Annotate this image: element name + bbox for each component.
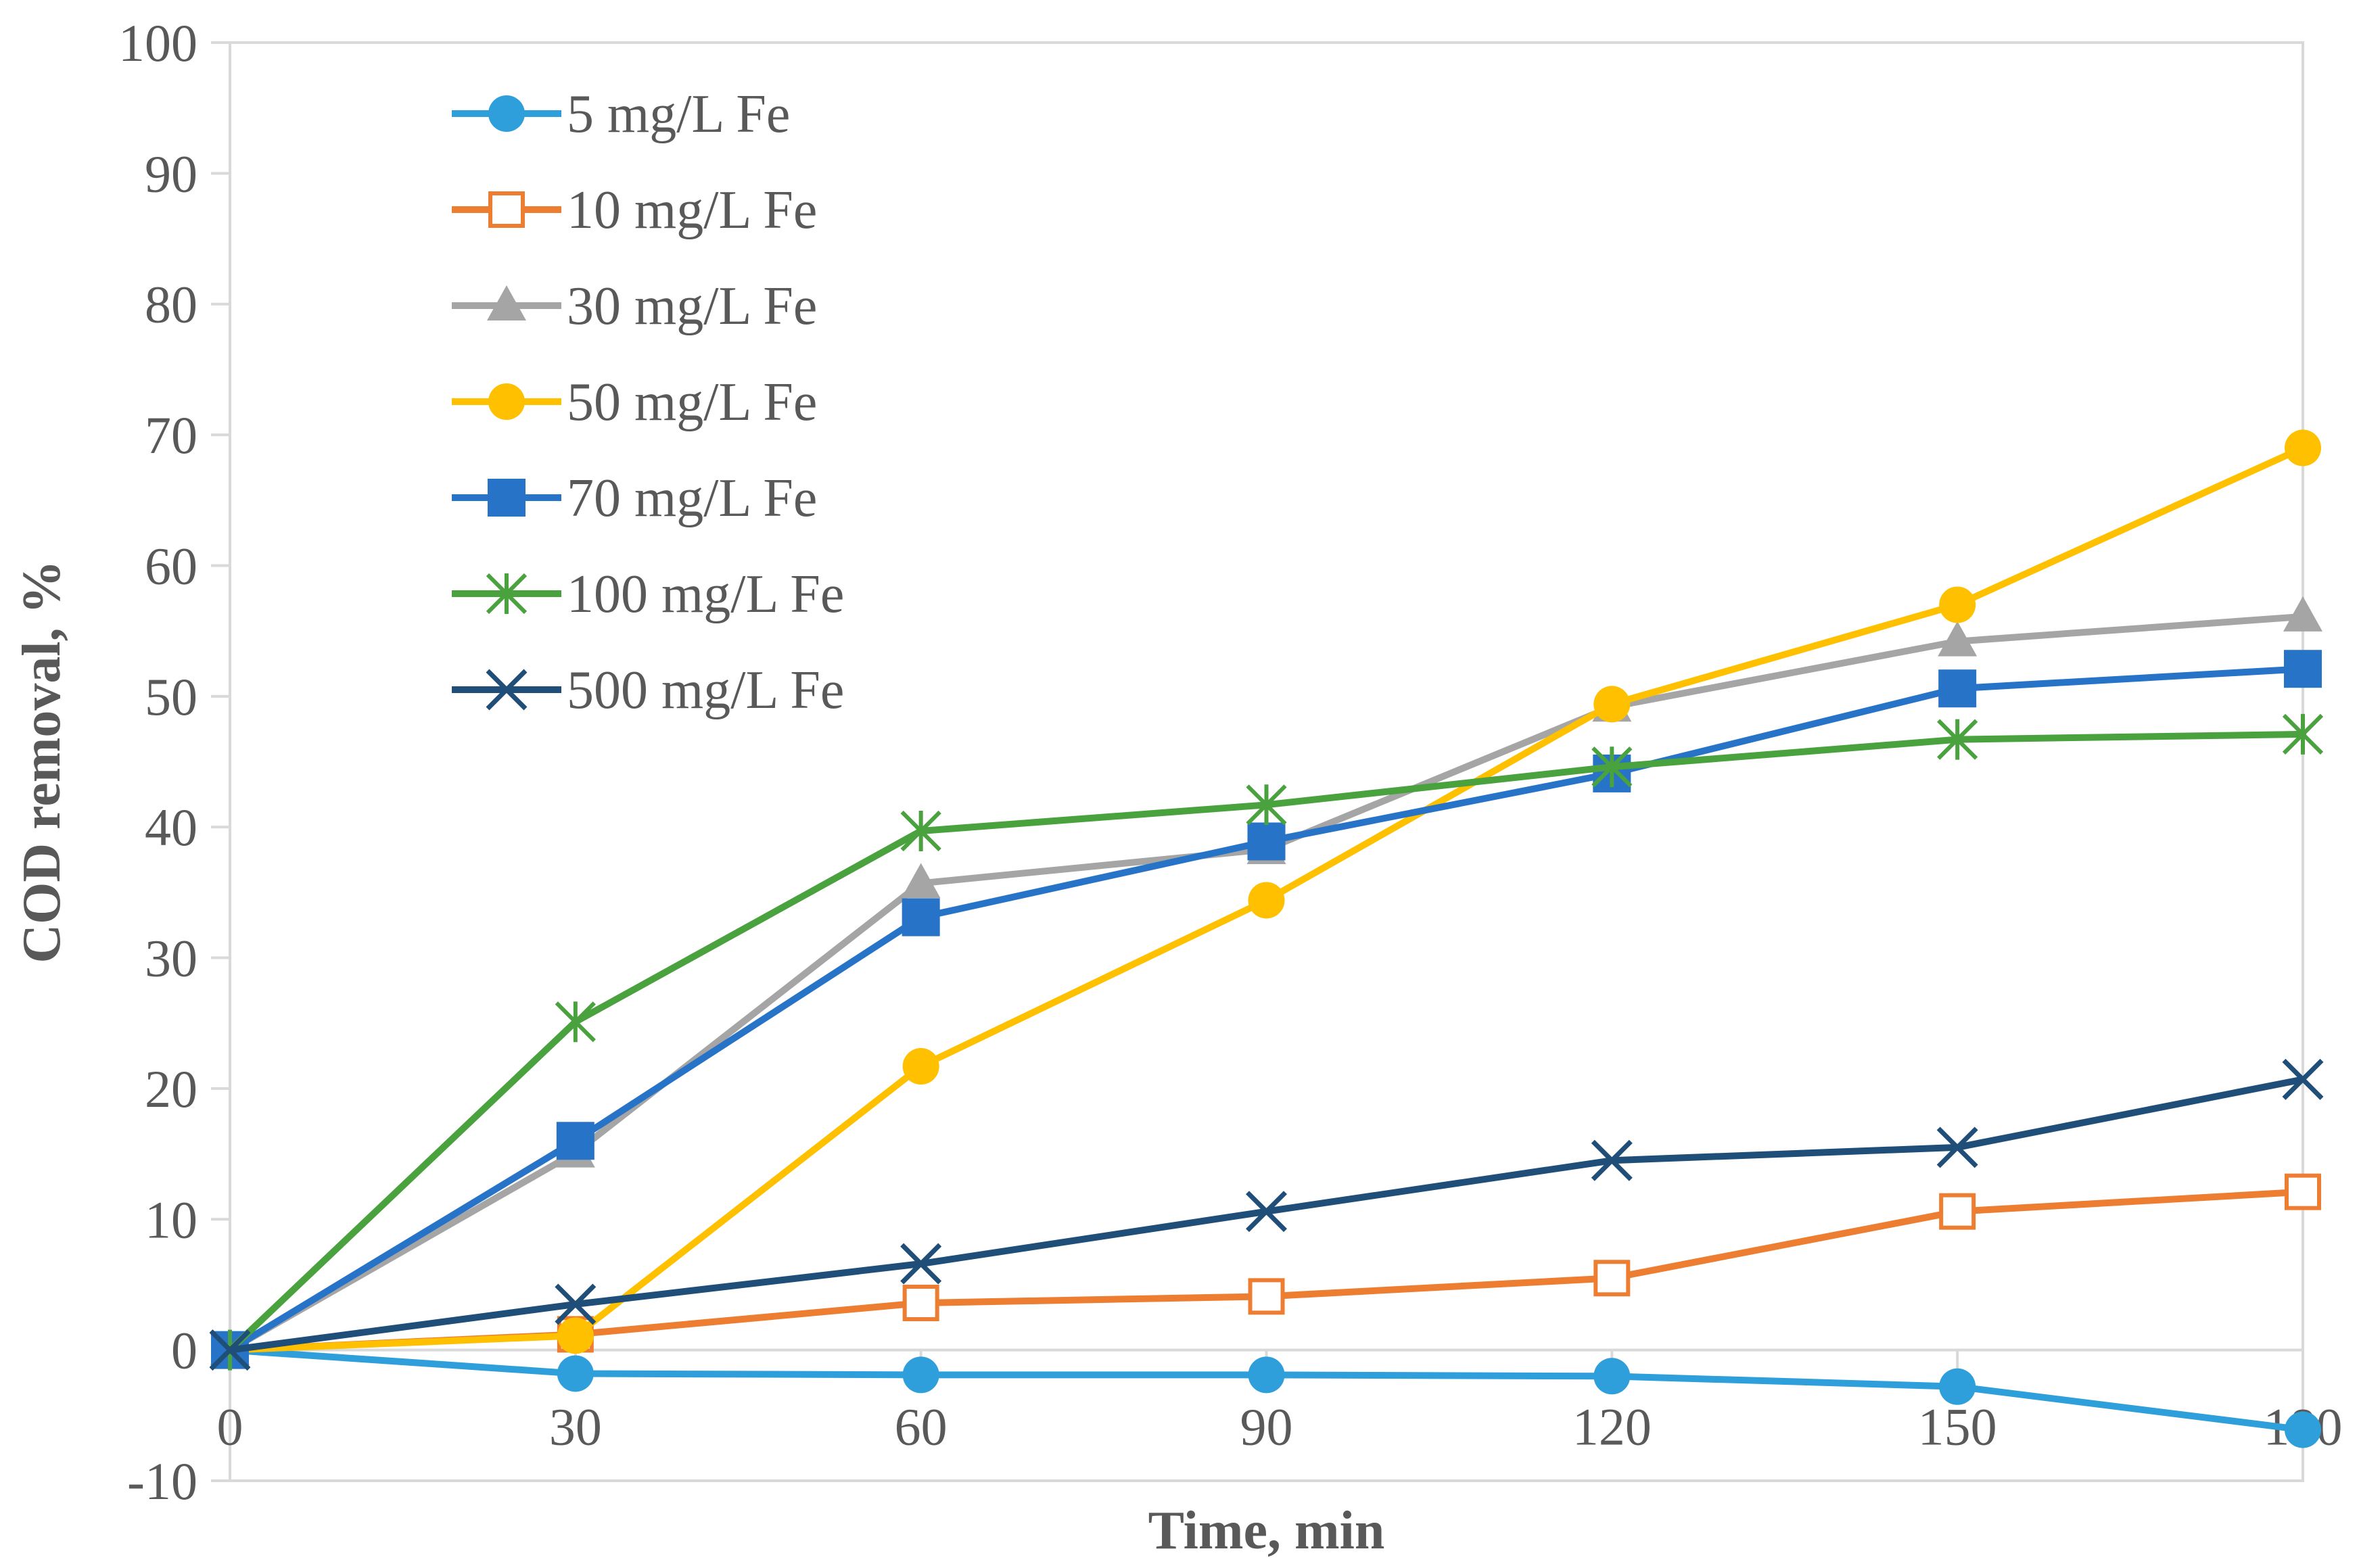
x-tick-label: 120: [1572, 1398, 1652, 1456]
x-tick-label: 30: [549, 1398, 602, 1456]
legend-entry: 70 mg/L Fe: [452, 469, 817, 528]
data-point: [2282, 713, 2324, 755]
legend-label: 5 mg/L Fe: [567, 85, 790, 144]
data-point: [1248, 882, 1285, 919]
legend-marker: [486, 669, 528, 711]
data-point: [1246, 1191, 1287, 1233]
data-point: [900, 1243, 942, 1285]
y-tick-label: 20: [145, 1060, 197, 1118]
y-tick-label: 90: [145, 144, 197, 203]
data-point: [1939, 1193, 1976, 1230]
data-point: [1246, 784, 1287, 826]
y-tick-label: 70: [145, 406, 197, 465]
legend-label: 100 mg/L Fe: [567, 565, 844, 624]
series-6: [209, 1058, 2324, 1371]
legend-marker: [486, 573, 528, 615]
series-3: [212, 429, 2321, 1369]
data-point: [1938, 669, 1977, 708]
data-point: [2285, 1411, 2321, 1448]
y-tick-label: 10: [145, 1190, 197, 1249]
data-point: [901, 863, 941, 899]
y-tick-label: -10: [127, 1452, 197, 1511]
legend-marker: [487, 285, 526, 320]
data-point: [2282, 1058, 2324, 1100]
data-point: [555, 1283, 597, 1325]
legend-label: 500 mg/L Fe: [567, 661, 844, 720]
y-tick-label: 30: [145, 929, 197, 988]
data-point: [1938, 621, 1978, 657]
data-point: [1248, 1278, 1285, 1315]
y-axis-title: COD removal, %: [12, 560, 72, 963]
legend-entry: 10 mg/L Fe: [452, 181, 817, 240]
legend-label: 30 mg/L Fe: [567, 277, 817, 336]
data-point: [1591, 1139, 1633, 1181]
data-point: [2285, 429, 2321, 467]
data-point: [2285, 1173, 2321, 1210]
data-point: [1939, 586, 1976, 623]
data-point: [557, 1317, 594, 1354]
data-point: [2284, 650, 2322, 688]
data-point: [209, 1329, 251, 1371]
legend-marker: [488, 191, 525, 228]
y-tick-label: 40: [145, 798, 197, 857]
legend-marker: [488, 383, 525, 420]
series-lines: [209, 429, 2324, 1448]
data-point: [1593, 1260, 1631, 1297]
y-tick-label: 80: [145, 275, 197, 334]
data-point: [1593, 686, 1631, 723]
x-tick-label: 150: [1918, 1398, 1997, 1456]
y-tick-label: 100: [118, 14, 197, 72]
legend-entry: 30 mg/L Fe: [452, 277, 817, 336]
legend-entry: 5 mg/L Fe: [452, 85, 790, 144]
data-point: [1939, 1368, 1976, 1405]
data-point: [557, 1355, 594, 1392]
data-point: [902, 898, 940, 936]
data-point: [1591, 746, 1633, 788]
data-point: [1593, 1358, 1631, 1395]
x-tick-label: 60: [895, 1398, 948, 1456]
data-point: [556, 1122, 594, 1160]
x-tick-label: 90: [1240, 1398, 1293, 1456]
legend: 5 mg/L Fe 10 mg/L Fe 30 mg/L Fe 50 mg/L Fe 7…: [452, 85, 844, 720]
data-point: [1247, 822, 1286, 861]
y-tick-label: 60: [145, 536, 197, 595]
legend-entry: 100 mg/L Fe: [452, 565, 844, 624]
legend-entry: 50 mg/L Fe: [452, 373, 817, 432]
data-point: [900, 810, 941, 852]
y-tick-label: 50: [145, 667, 197, 726]
data-point: [2283, 596, 2322, 632]
plot-area: [229, 41, 2304, 1482]
legend-marker: [488, 479, 525, 517]
data-point: [1248, 1356, 1285, 1394]
data-point: [1937, 719, 1978, 760]
legend-entry: 500 mg/L Fe: [452, 661, 844, 720]
legend-label: 50 mg/L Fe: [567, 373, 817, 432]
data-point: [902, 1356, 939, 1394]
legend-marker: [488, 95, 525, 132]
y-tick-label: 0: [171, 1321, 197, 1380]
x-axis-title: Time, min: [1148, 1501, 1385, 1561]
data-point: [902, 1285, 939, 1322]
data-point: [1936, 1126, 1978, 1168]
data-point: [902, 1048, 939, 1085]
data-point: [555, 1001, 596, 1043]
x-tick-label: 0: [217, 1398, 243, 1456]
plot-area-border: [229, 41, 2304, 1482]
legend-label: 70 mg/L Fe: [567, 469, 817, 528]
legend-label: 10 mg/L Fe: [567, 181, 817, 240]
